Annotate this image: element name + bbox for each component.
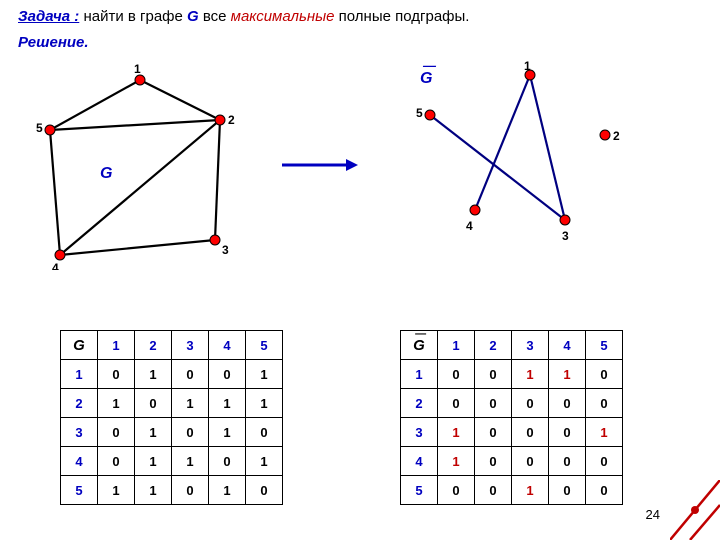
svg-text:3: 3 (562, 229, 569, 243)
svg-text:5: 5 (416, 106, 423, 120)
task-part4: подграфы. (395, 8, 469, 25)
task-maximal: максимальные (231, 8, 335, 25)
svg-text:1: 1 (524, 60, 531, 73)
solution-label: Решение. (18, 34, 89, 51)
svg-text:2: 2 (613, 129, 620, 143)
task-part2: все (199, 8, 231, 25)
svg-text:5: 5 (36, 121, 43, 135)
svg-text:2: 2 (228, 113, 235, 127)
svg-text:4: 4 (466, 219, 473, 233)
page-number: 24 (646, 507, 660, 522)
corner-decoration (670, 480, 720, 540)
graph-g: 1 2 3 4 5 (30, 60, 260, 270)
arrow-icon (280, 155, 360, 175)
task-title: Задача : найти в графе G все максимальны… (18, 8, 469, 25)
svg-text:3: 3 (222, 243, 229, 257)
task-part1: найти в графе (79, 8, 187, 25)
adjacency-table-gc: —G12345100110200000310001410000500100 (400, 330, 623, 505)
task-part3: полные (335, 8, 396, 25)
adjacency-table-g: G12345101001210111301010401101511010 (60, 330, 283, 505)
task-label: Задача : (18, 8, 79, 25)
task-G: G (187, 8, 199, 25)
svg-text:4: 4 (52, 261, 59, 270)
graph-gc: 1 2 3 4 5 (400, 60, 630, 250)
svg-text:1: 1 (134, 62, 141, 76)
